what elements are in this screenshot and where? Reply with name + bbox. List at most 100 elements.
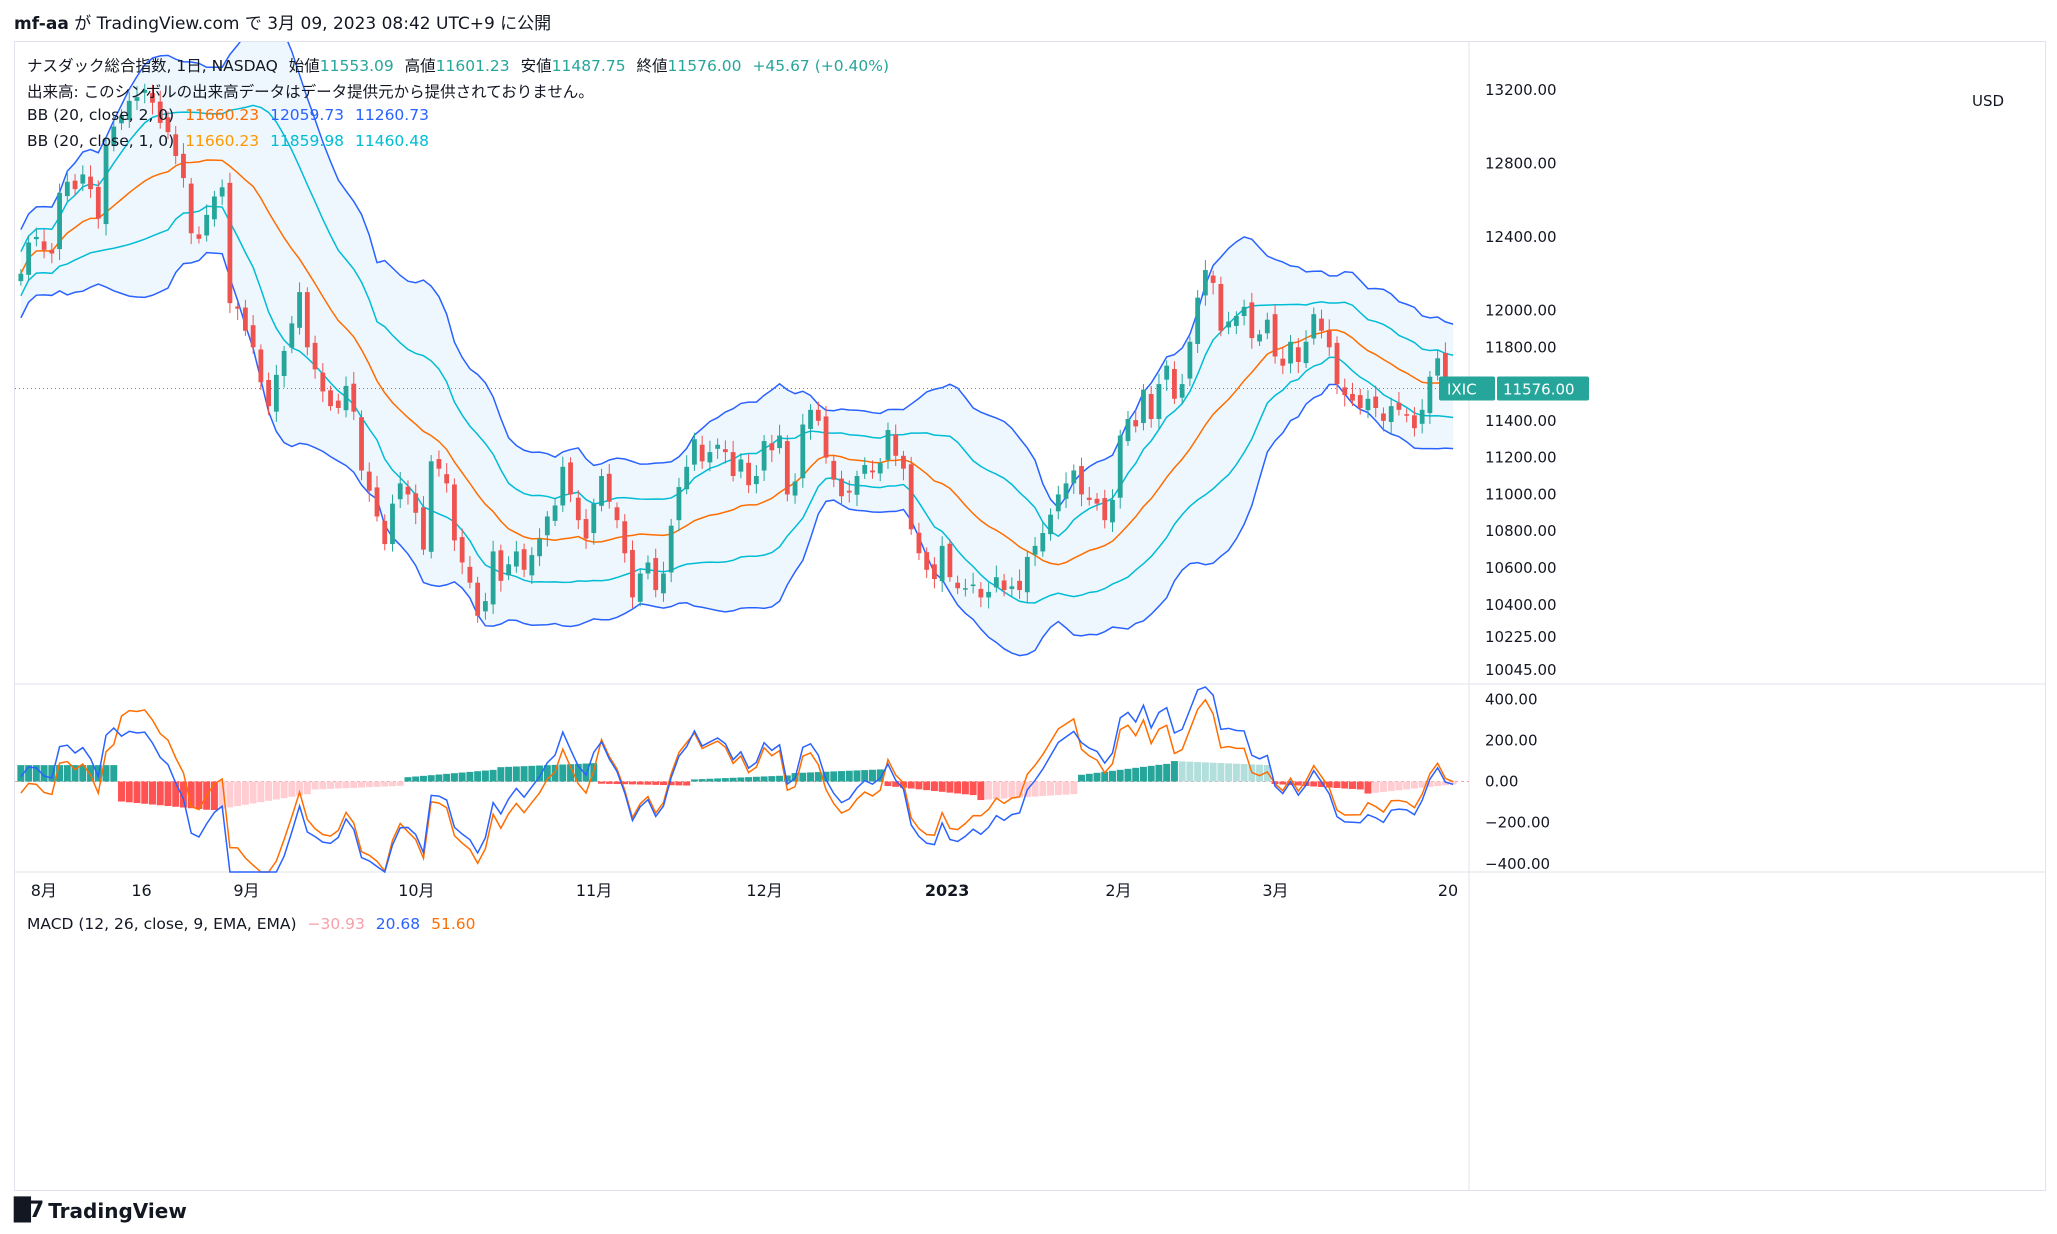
footer-brand: █7 TradingView bbox=[14, 1198, 187, 1223]
candle-body bbox=[351, 383, 357, 412]
macd-hist-bar bbox=[1078, 774, 1085, 782]
candle-body bbox=[498, 550, 504, 581]
macd-hist-bar bbox=[698, 779, 706, 782]
legend-volume-note: 出来高: このシンボルの出来高データはデータ提供元から提供されておりません。 bbox=[27, 83, 594, 101]
macd-hist-bar bbox=[342, 781, 350, 789]
legend-symbol[interactable]: ナスダック総合指数, 1日, NASDAQ bbox=[27, 57, 278, 75]
candle-body bbox=[1001, 580, 1007, 591]
chart-svg[interactable]: 13200.00 12800.00 12400.00 12000.00 11800.00… bbox=[15, 42, 2045, 1190]
macd-hist-bar bbox=[574, 763, 582, 782]
macd-hist-value: −30.93 bbox=[307, 915, 365, 933]
candle-body bbox=[1280, 358, 1286, 366]
macd-hist-bar bbox=[164, 781, 172, 807]
macd-hist-bar bbox=[1387, 781, 1395, 792]
candle-body bbox=[1071, 470, 1077, 484]
macd-hist-bar bbox=[311, 781, 319, 790]
macd-hist-bar bbox=[474, 771, 482, 782]
candle-body bbox=[885, 430, 891, 460]
candle-body bbox=[1210, 275, 1216, 283]
bb-upper-2 bbox=[20, 42, 1454, 509]
candle-body bbox=[95, 186, 101, 219]
legend-bb1[interactable]: BB (20, close, 2, 0) 11660.23 12059.73 1… bbox=[27, 106, 435, 124]
price-tick-6: 11200.00 bbox=[1485, 449, 1557, 467]
time-label-8: 3月 bbox=[1262, 881, 1288, 900]
macd-hist-bar bbox=[814, 772, 822, 782]
macd-hist-bar bbox=[1163, 763, 1171, 782]
candle-body bbox=[1202, 270, 1208, 296]
candle-body bbox=[405, 486, 411, 495]
macd-hist-bar bbox=[536, 765, 544, 782]
macd-hist-bar bbox=[559, 764, 567, 782]
macd-label: MACD (12, 26, close, 9, EMA, EMA) bbox=[27, 915, 297, 933]
macd-hist-bar bbox=[396, 781, 404, 786]
candle-body bbox=[715, 444, 721, 449]
macd-hist-bar bbox=[1349, 781, 1356, 789]
macd-hist-bar bbox=[675, 781, 683, 786]
candle-body bbox=[637, 573, 643, 602]
bb2-lower: 11460.48 bbox=[354, 132, 429, 150]
macd-hist-bar bbox=[1426, 781, 1434, 787]
candle-body bbox=[219, 187, 225, 197]
macd-hist-bar bbox=[768, 776, 776, 782]
legend-low: 11487.75 bbox=[551, 57, 626, 75]
candle-body bbox=[165, 117, 171, 133]
macd-hist-bar bbox=[969, 781, 977, 796]
macd-line bbox=[20, 686, 1454, 874]
candle-body bbox=[250, 325, 256, 348]
candle-body bbox=[808, 409, 813, 429]
time-label-2: 9月 bbox=[233, 881, 259, 900]
macd-hist-bar bbox=[1310, 781, 1318, 787]
candle-body bbox=[870, 470, 875, 473]
macd-hist-bar bbox=[1279, 781, 1287, 785]
candle-body bbox=[328, 390, 333, 407]
macd-hist-bar bbox=[241, 781, 249, 805]
candle-body bbox=[537, 538, 542, 557]
candle-body bbox=[591, 503, 597, 534]
candle-body bbox=[1055, 494, 1061, 512]
candle-body bbox=[784, 441, 790, 495]
candle-body bbox=[26, 242, 32, 275]
candle-body bbox=[119, 115, 124, 124]
footer-logo-text[interactable]: TradingView bbox=[48, 1198, 187, 1223]
candle-body bbox=[235, 306, 241, 309]
macd-hist-bar bbox=[729, 777, 737, 782]
macd-hist-bar bbox=[1318, 781, 1325, 787]
macd-hist-bar bbox=[1194, 762, 1202, 782]
candle-body bbox=[1179, 384, 1185, 398]
macd-hist-bar bbox=[1240, 764, 1248, 782]
bb1-upper: 12059.73 bbox=[270, 106, 345, 124]
legend-bb2[interactable]: BB (20, close, 1, 0) 11660.23 11859.98 1… bbox=[27, 132, 435, 150]
macd-hist-bar bbox=[667, 781, 675, 786]
candle-body bbox=[320, 372, 326, 392]
macd-hist-bar bbox=[218, 781, 226, 809]
candle-body bbox=[846, 490, 852, 493]
macd-tick-3: −200.00 bbox=[1485, 814, 1550, 832]
candle-body bbox=[1435, 358, 1441, 376]
macd-hist-bar bbox=[365, 781, 373, 788]
publisher-name[interactable]: mf-aa bbox=[14, 14, 69, 34]
candle-body bbox=[18, 273, 24, 282]
legend-macd[interactable]: MACD (12, 26, close, 9, EMA, EMA) −30.93… bbox=[27, 915, 481, 933]
legend-close: 11576.00 bbox=[667, 57, 742, 75]
candle-body bbox=[877, 463, 883, 474]
candle-body bbox=[932, 564, 937, 580]
candle-body bbox=[692, 439, 697, 465]
macd-hist-bar bbox=[1186, 761, 1194, 782]
legend-high-label: 高値 bbox=[404, 57, 436, 75]
macd-hist-bar bbox=[598, 781, 605, 784]
chart-frame[interactable]: 13200.00 12800.00 12400.00 12000.00 11800.00… bbox=[14, 41, 2046, 1191]
candle-body bbox=[1094, 498, 1100, 504]
macd-hist-bar bbox=[853, 770, 861, 782]
macd-hist-bar bbox=[156, 781, 164, 806]
candle-body bbox=[908, 464, 914, 530]
candle-body bbox=[955, 582, 961, 589]
macd-hist-bar bbox=[110, 765, 118, 782]
candle-body bbox=[668, 525, 674, 573]
candle-body bbox=[970, 584, 976, 587]
candle-body bbox=[893, 434, 899, 456]
macd-hist-bar bbox=[760, 776, 768, 782]
macd-hist-bar bbox=[1062, 781, 1070, 795]
macd-hist-bar bbox=[1441, 781, 1449, 786]
macd-hist-bar bbox=[412, 776, 420, 782]
candle-body bbox=[560, 466, 566, 506]
